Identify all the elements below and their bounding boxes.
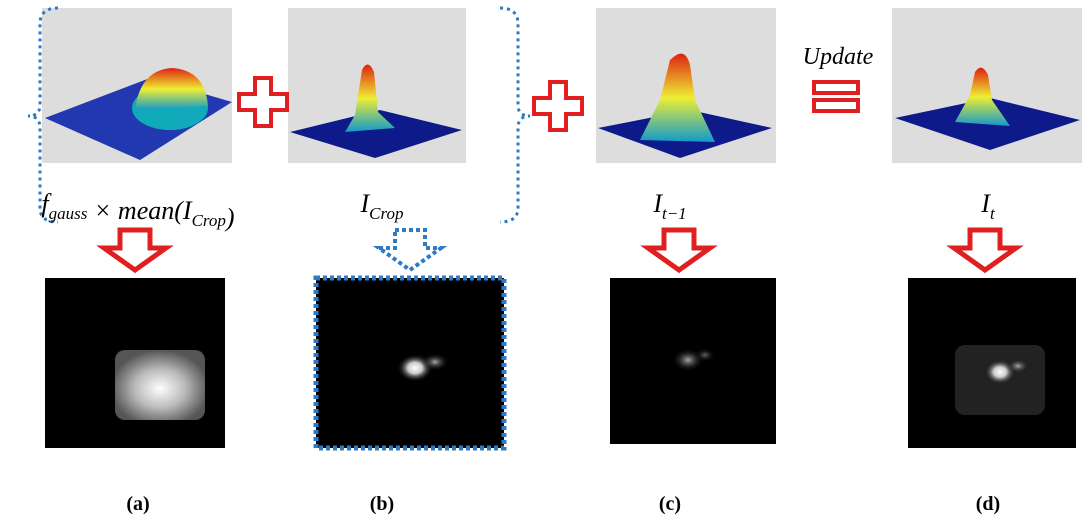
plot-a [42, 8, 232, 163]
caption: (b) [370, 493, 394, 515]
image-b [316, 278, 504, 448]
down-arrow [954, 230, 1016, 270]
plus-icon [239, 78, 287, 126]
formula-label: It−1 [652, 189, 686, 223]
diagram: Update fgauss × mean(ICrop) (a) ICrop (b) It… [0, 0, 1089, 525]
plot-c [596, 8, 776, 163]
formula-label: It [980, 189, 996, 223]
update-label: Update [803, 44, 874, 70]
plot-d [892, 8, 1082, 163]
down-arrow [648, 230, 710, 270]
formula-subscript: t [990, 204, 996, 223]
formula-subscript: Crop [192, 211, 226, 230]
formula-label: ICrop [360, 189, 404, 223]
plus-icon [534, 82, 582, 130]
bracket-right [500, 8, 530, 222]
image-a [45, 278, 225, 448]
formula-subscript: gauss [49, 204, 88, 223]
image-d [908, 278, 1076, 448]
page: {"panels": [ {"label": [["f", "gauss"], … [0, 0, 1089, 525]
down-arrow [379, 230, 441, 270]
caption: (a) [126, 493, 149, 515]
equals-icon [814, 100, 858, 111]
formula-text: × mean(I [87, 196, 193, 225]
caption: (c) [659, 493, 681, 515]
formula-subscript: t−1 [662, 204, 687, 223]
equals-icon [814, 82, 858, 93]
caption: (d) [976, 493, 1000, 515]
down-arrow [104, 230, 166, 270]
formula-subscript: Crop [369, 204, 403, 223]
image-c [610, 278, 776, 444]
plot-b [288, 8, 466, 163]
formula-label: fgauss × mean(ICrop) [41, 189, 234, 232]
formula-text: ) [224, 203, 235, 232]
